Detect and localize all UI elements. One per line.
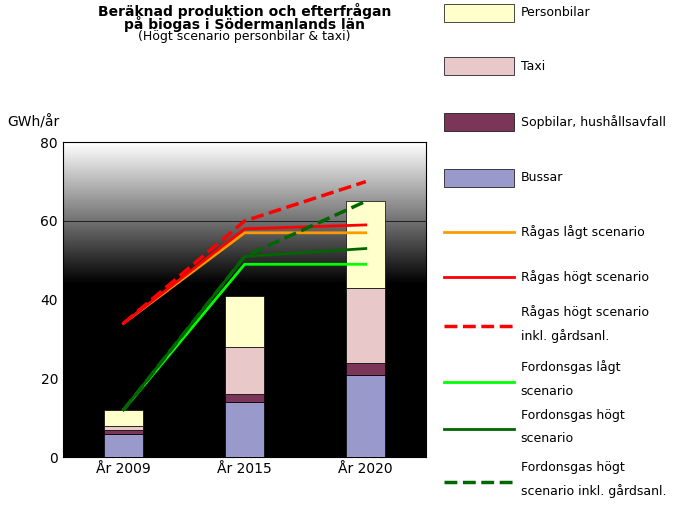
Text: Fordonsgas högt: Fordonsgas högt — [521, 461, 624, 474]
Text: Fordonsgas lågt: Fordonsgas lågt — [521, 361, 620, 374]
Bar — [104, 410, 143, 426]
Text: Fordonsgas högt: Fordonsgas högt — [521, 408, 624, 422]
Bar — [225, 347, 264, 394]
Text: på biogas i Södermanlands län: på biogas i Södermanlands län — [124, 16, 365, 32]
Text: Beräknad produktion och efterfrågan: Beräknad produktion och efterfrågan — [98, 3, 391, 18]
Text: inkl. gårdsanl.: inkl. gårdsanl. — [521, 329, 609, 342]
Text: Rågas högt scenario: Rågas högt scenario — [521, 305, 649, 319]
Text: scenario inkl. gårdsanl.: scenario inkl. gårdsanl. — [521, 484, 666, 498]
Text: Personbilar: Personbilar — [521, 6, 591, 19]
Bar — [225, 402, 264, 457]
Bar — [347, 201, 385, 288]
Text: Taxi: Taxi — [521, 59, 545, 73]
Text: (Högt scenario personbilar & taxi): (Högt scenario personbilar & taxi) — [138, 30, 351, 44]
Text: Rågas lågt scenario: Rågas lågt scenario — [521, 225, 644, 239]
Bar — [225, 394, 264, 402]
Text: Bussar: Bussar — [521, 171, 563, 184]
Bar — [104, 426, 143, 430]
Text: Sopbilar, hushållsavfall: Sopbilar, hushållsavfall — [521, 115, 665, 129]
Bar — [347, 363, 385, 374]
Bar — [104, 434, 143, 457]
Bar — [225, 296, 264, 347]
Bar — [104, 430, 143, 434]
Bar — [347, 374, 385, 457]
Bar — [347, 288, 385, 363]
Text: scenario: scenario — [521, 385, 574, 398]
Text: scenario: scenario — [521, 432, 574, 445]
Text: GWh/år: GWh/år — [7, 115, 59, 130]
Text: Rågas högt scenario: Rågas högt scenario — [521, 270, 649, 284]
